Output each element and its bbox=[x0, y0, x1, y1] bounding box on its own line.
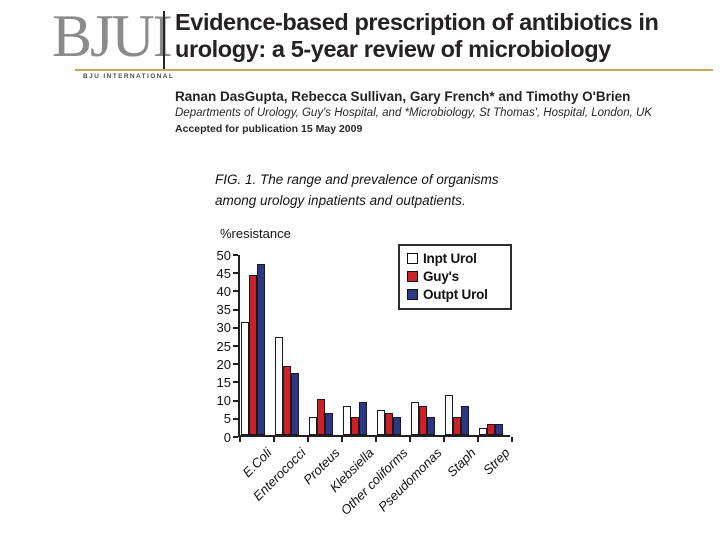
y-axis-tick bbox=[233, 363, 238, 366]
bar-outpt-urol bbox=[359, 402, 367, 435]
y-axis-tick-label: 40 bbox=[216, 283, 231, 299]
x-axis-tick bbox=[443, 437, 445, 442]
accepted-date-line: Accepted for publication 15 May 2009 bbox=[175, 123, 363, 135]
y-axis-tick bbox=[233, 399, 238, 402]
bar-guy-s bbox=[317, 399, 325, 435]
y-axis-tick-label: 30 bbox=[216, 320, 231, 336]
chart-legend: Inpt Urol Guy's Outpt Urol bbox=[398, 244, 512, 310]
x-axis-tick bbox=[273, 437, 275, 442]
y-axis-tick bbox=[233, 272, 238, 275]
bar-outpt-urol bbox=[393, 417, 401, 435]
y-axis-tick bbox=[233, 290, 238, 293]
y-axis-tick-label: 0 bbox=[223, 429, 231, 445]
legend-swatch bbox=[407, 253, 418, 264]
y-axis-tick bbox=[233, 381, 238, 384]
bar-inpt-urol bbox=[411, 402, 419, 435]
bar-outpt-urol bbox=[291, 373, 299, 435]
x-axis-tick bbox=[307, 437, 309, 442]
bar-guy-s bbox=[419, 406, 427, 435]
legend-label: Outpt Urol bbox=[423, 287, 488, 302]
bjui-logo-subtitle: BJU INTERNATIONAL bbox=[83, 73, 175, 80]
bar-inpt-urol bbox=[445, 395, 453, 435]
bar-inpt-urol bbox=[309, 417, 317, 435]
x-axis-tick bbox=[375, 437, 377, 442]
x-axis-tick bbox=[239, 437, 241, 442]
x-axis-tick bbox=[341, 437, 343, 442]
y-axis-tick-label: 45 bbox=[216, 265, 231, 281]
y-axis-tick-label: 25 bbox=[216, 338, 231, 354]
legend-item: Outpt Urol bbox=[407, 287, 504, 302]
bar-guy-s bbox=[249, 275, 257, 435]
bar-outpt-urol bbox=[495, 424, 503, 435]
x-axis-tick bbox=[511, 437, 513, 442]
y-axis-tick bbox=[233, 417, 238, 420]
legend-swatch bbox=[407, 289, 418, 300]
bar-outpt-urol bbox=[257, 264, 265, 435]
affiliation-line: Departments of Urology, Guy's Hospital, … bbox=[175, 107, 652, 119]
y-axis-tick-label: 10 bbox=[216, 393, 231, 409]
legend-swatch bbox=[407, 271, 418, 282]
authors-line: Ranan DasGupta, Rebecca Sullivan, Gary F… bbox=[175, 89, 631, 104]
y-axis-tick-label: 50 bbox=[216, 247, 231, 263]
legend-item: Guy's bbox=[407, 269, 504, 284]
bar-inpt-urol bbox=[343, 406, 351, 435]
y-axis-tick-label: 35 bbox=[216, 302, 231, 318]
bar-guy-s bbox=[487, 424, 495, 435]
legend-item: Inpt Urol bbox=[407, 251, 504, 266]
bar-inpt-urol bbox=[377, 410, 385, 435]
article-title-line2: urology: a 5-year review of microbiology bbox=[175, 36, 611, 62]
bar-inpt-urol bbox=[241, 322, 249, 435]
bar-inpt-urol bbox=[479, 428, 487, 435]
article-title: Evidence-based prescription of antibioti… bbox=[175, 9, 659, 63]
bar-outpt-urol bbox=[461, 406, 469, 435]
y-axis-tick bbox=[233, 436, 238, 438]
bar-guy-s bbox=[453, 417, 461, 435]
figure-caption-line2: among urology inpatients and outpatients… bbox=[215, 193, 466, 208]
bar-inpt-urol bbox=[275, 337, 283, 435]
bar-outpt-urol bbox=[427, 417, 435, 435]
bar-chart: 0 5 10 15 20 25 30 35 40 45 50 E.Coli Enterococci Pro… bbox=[217, 248, 513, 518]
y-axis-tick bbox=[233, 308, 238, 311]
x-axis-tick bbox=[477, 437, 479, 442]
header-vertical-divider bbox=[163, 11, 165, 70]
bar-guy-s bbox=[351, 417, 359, 435]
bar-outpt-urol bbox=[325, 413, 333, 435]
y-axis-tick bbox=[233, 345, 238, 347]
article-title-line1: Evidence-based prescription of antibioti… bbox=[175, 9, 659, 35]
bar-guy-s bbox=[283, 366, 291, 435]
y-axis-tick-label: 20 bbox=[216, 356, 231, 372]
legend-label: Guy's bbox=[423, 269, 459, 284]
y-axis-tick-label: 15 bbox=[216, 374, 231, 390]
bar-guy-s bbox=[385, 413, 393, 435]
figure-caption-line1: FIG. 1. The range and prevalence of orga… bbox=[215, 172, 499, 187]
bjui-logo: BJUI bbox=[52, 3, 173, 69]
y-axis-title: %resistance bbox=[220, 226, 291, 241]
y-axis-tick bbox=[233, 254, 238, 256]
y-axis-tick bbox=[233, 326, 238, 329]
figure-caption: FIG. 1. The range and prevalence of orga… bbox=[215, 169, 499, 211]
y-axis-tick-label: 5 bbox=[223, 411, 231, 427]
header-accent-line bbox=[75, 69, 713, 71]
legend-label: Inpt Urol bbox=[423, 251, 477, 266]
x-axis-tick bbox=[409, 437, 411, 442]
